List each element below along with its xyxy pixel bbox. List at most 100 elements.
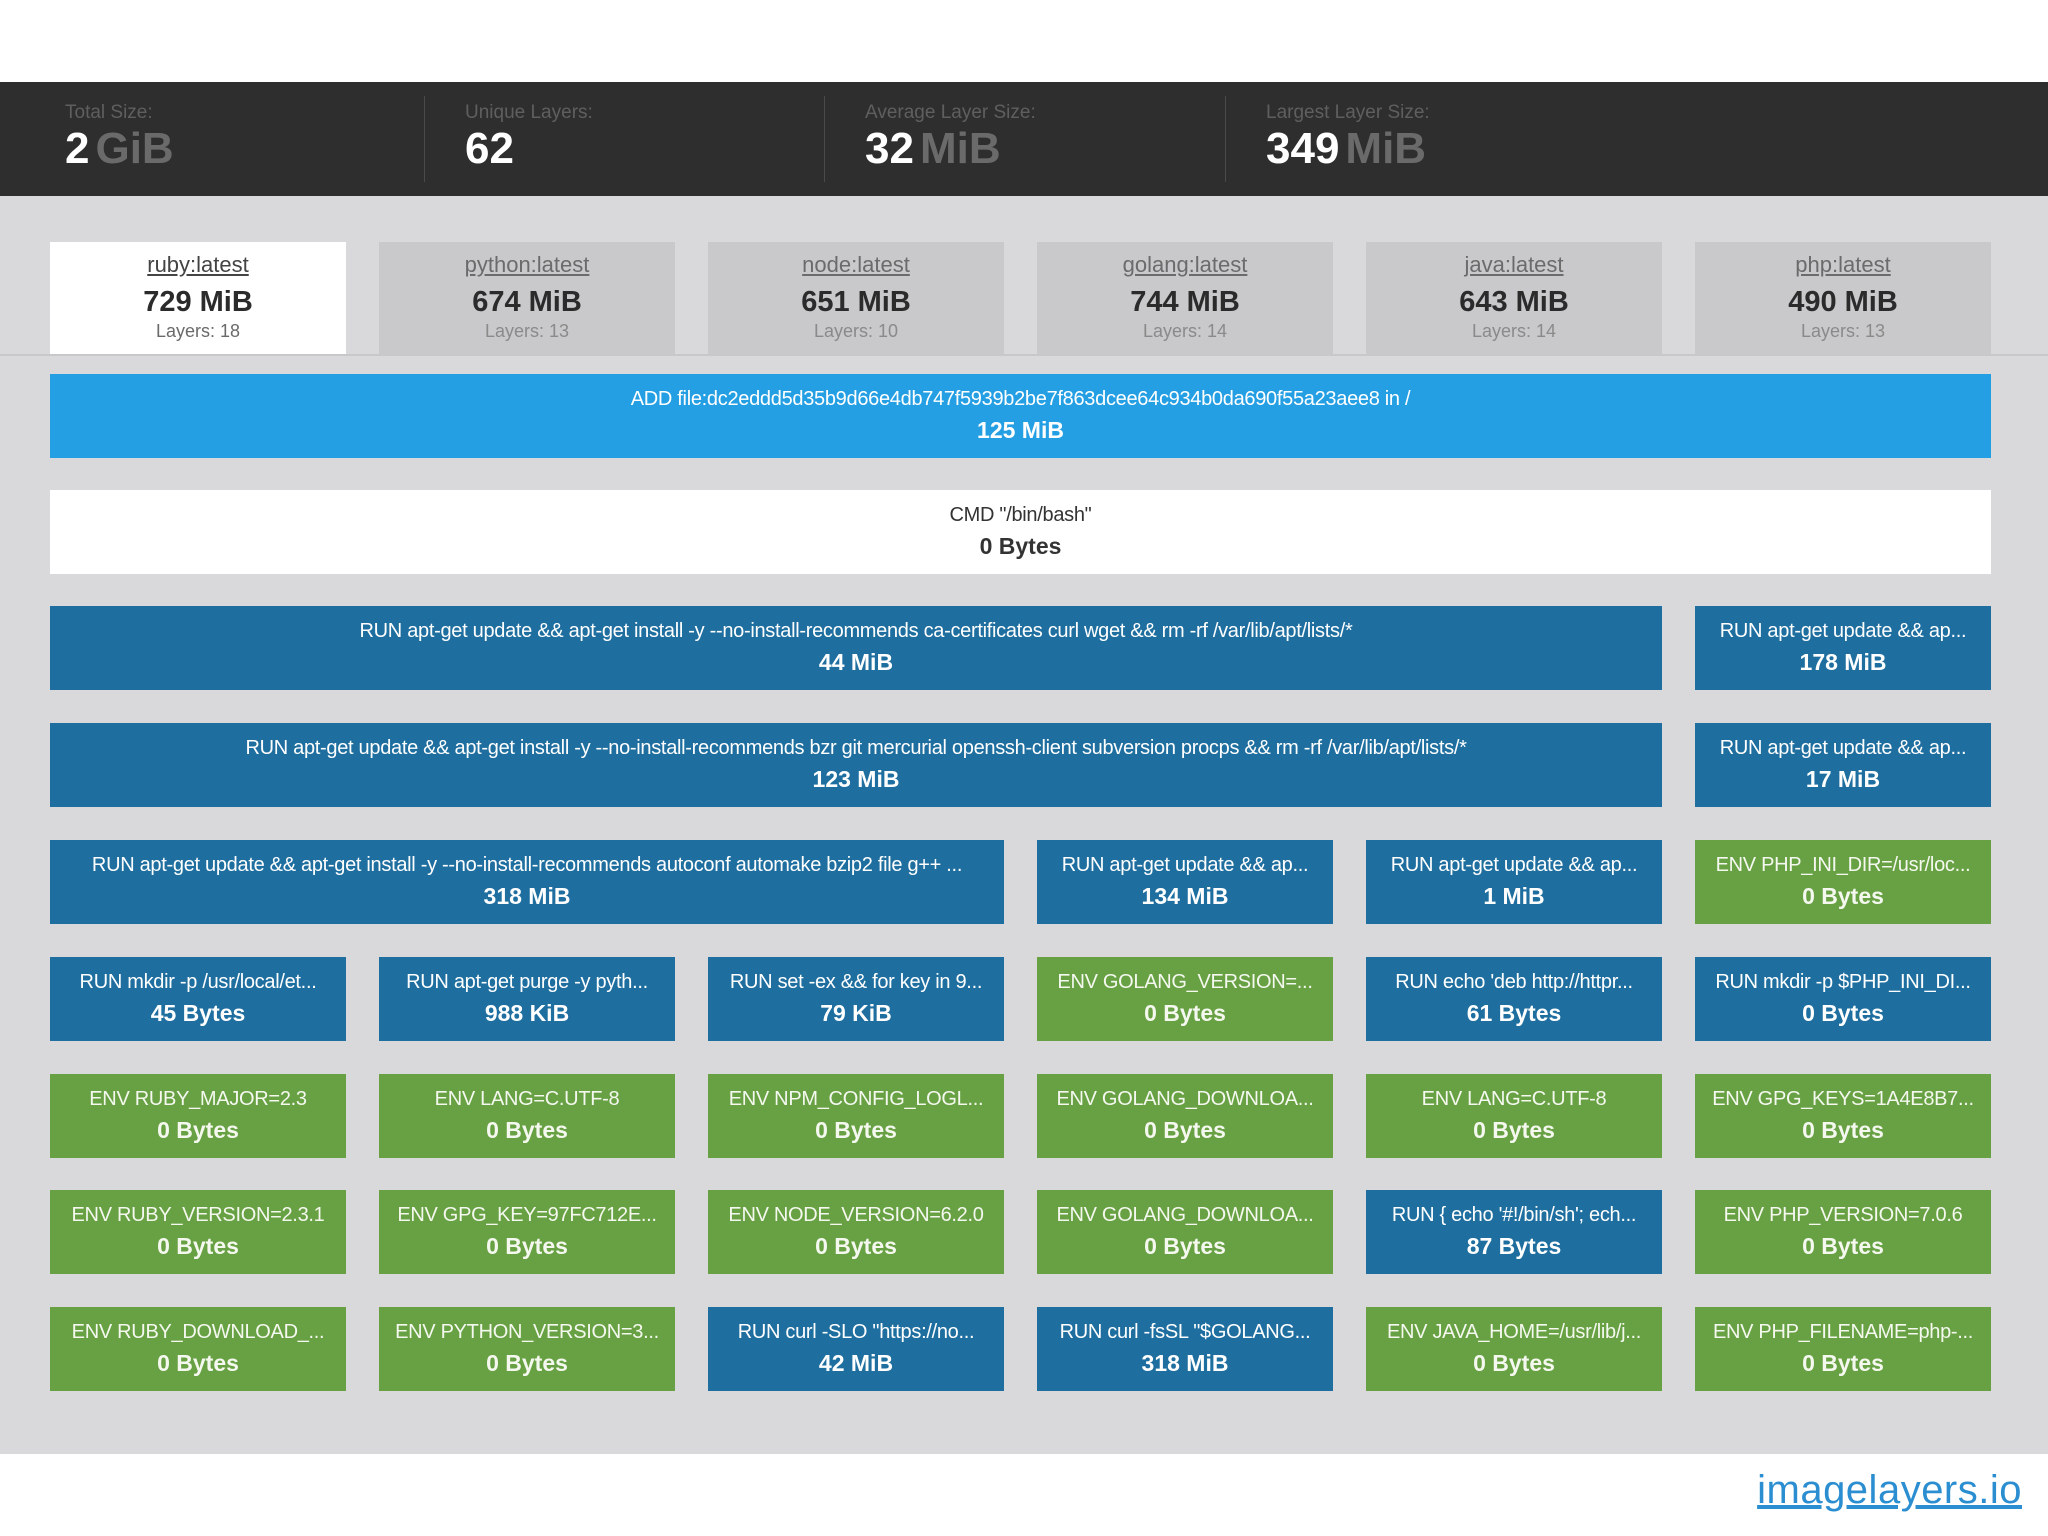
layer-command: ENV PHP_VERSION=7.0.6 <box>1723 1204 1963 1226</box>
layer-block[interactable]: CMD "/bin/bash" 0 Bytes <box>50 490 1991 574</box>
layer-block[interactable]: ENV RUBY_MAJOR=2.3 0 Bytes <box>50 1074 346 1158</box>
layer-size: 0 Bytes <box>1802 883 1884 909</box>
layer-size: 178 MiB <box>1799 649 1887 675</box>
tab-golang[interactable]: golang:latest 744 MiB Layers: 14 <box>1037 242 1333 354</box>
layer-size: 0 Bytes <box>1802 1233 1884 1259</box>
layer-block[interactable]: RUN apt-get update && ap... 17 MiB <box>1695 723 1991 807</box>
layer-command: ENV JAVA_HOME=/usr/lib/j... <box>1386 1321 1641 1343</box>
tab-image-size: 729 MiB <box>143 286 253 318</box>
layer-block[interactable]: ENV NPM_CONFIG_LOGL... 0 Bytes <box>708 1074 1004 1158</box>
layer-block[interactable]: ENV GOLANG_DOWNLOA... 0 Bytes <box>1037 1074 1333 1158</box>
tab-image-name[interactable]: java:latest <box>1464 252 1564 277</box>
stat-value: 62 <box>465 124 514 173</box>
stat-value: 2 GiB <box>65 124 174 173</box>
stat-label: Average Layer Size: <box>865 102 1036 123</box>
stat-value: 32 MiB <box>865 124 1001 173</box>
layer-command: RUN echo 'deb http://httpr... <box>1395 971 1633 993</box>
layers-view: ruby:latest 729 MiB Layers: 18 python:lates… <box>0 196 2048 1454</box>
layer-block[interactable]: RUN set -ex && for key in 9... 79 KiB <box>708 957 1004 1041</box>
layer-size: 318 MiB <box>1141 1350 1229 1376</box>
layer-size: 0 Bytes <box>1802 1117 1884 1143</box>
layer-block[interactable]: ENV PYTHON_VERSION=3... 0 Bytes <box>379 1307 675 1391</box>
tab-layer-count: Layers: 10 <box>813 321 899 341</box>
layer-block[interactable]: ENV PHP_VERSION=7.0.6 0 Bytes <box>1695 1190 1991 1274</box>
tab-image-size: 490 MiB <box>1788 286 1898 318</box>
layer-size: 0 Bytes <box>157 1117 239 1143</box>
layer-block[interactable]: ENV RUBY_VERSION=2.3.1 0 Bytes <box>50 1190 346 1274</box>
layer-block[interactable]: RUN curl -SLO "https://no... 42 MiB <box>708 1307 1004 1391</box>
layer-size: 123 MiB <box>812 766 900 792</box>
divider <box>424 96 425 182</box>
layer-command: RUN curl -fsSL "$GOLANG... <box>1059 1321 1311 1343</box>
layer-command: ENV GOLANG_DOWNLOA... <box>1056 1088 1314 1110</box>
stat-value: 349 MiB <box>1266 124 1427 173</box>
layer-size: 0 Bytes <box>486 1233 568 1259</box>
layer-command: RUN apt-get update && ap... <box>1719 620 1967 642</box>
tab-node[interactable]: node:latest 651 MiB Layers: 10 <box>708 242 1004 354</box>
tab-layer-count: Layers: 13 <box>484 321 570 341</box>
layer-block[interactable]: ENV NODE_VERSION=6.2.0 0 Bytes <box>708 1190 1004 1274</box>
tab-divider <box>0 354 2048 356</box>
tab-layer-count: Layers: 14 <box>1142 321 1228 341</box>
layer-command: ENV LANG=C.UTF-8 <box>434 1088 620 1110</box>
tab-image-name[interactable]: ruby:latest <box>147 252 249 277</box>
layer-block[interactable]: ENV RUBY_DOWNLOAD_... 0 Bytes <box>50 1307 346 1391</box>
layer-size: 134 MiB <box>1141 883 1229 909</box>
layer-command: RUN apt-get update && ap... <box>1061 854 1309 876</box>
layer-size: 79 KiB <box>820 1000 892 1026</box>
layer-size: 45 Bytes <box>150 1000 246 1026</box>
layer-block[interactable]: RUN apt-get update && apt-get install -y… <box>50 606 1662 690</box>
layer-size: 318 MiB <box>483 883 571 909</box>
layer-size: 1 MiB <box>1483 883 1545 909</box>
layer-block[interactable]: RUN curl -fsSL "$GOLANG... 318 MiB <box>1037 1307 1333 1391</box>
layer-size: 0 Bytes <box>486 1117 568 1143</box>
layer-size: 0 Bytes <box>815 1233 897 1259</box>
site-link[interactable]: imagelayers.io <box>1757 1468 2022 1512</box>
layer-block[interactable]: RUN apt-get purge -y pyth... 988 KiB <box>379 957 675 1041</box>
layer-block[interactable]: ENV PHP_FILENAME=php-... 0 Bytes <box>1695 1307 1991 1391</box>
layer-block[interactable]: ENV LANG=C.UTF-8 0 Bytes <box>1366 1074 1662 1158</box>
stat-average-layer-size: Average Layer Size: 32 MiB <box>865 82 1265 196</box>
layer-command: ENV NPM_CONFIG_LOGL... <box>728 1088 984 1110</box>
layer-size: 0 Bytes <box>1144 1000 1226 1026</box>
layer-size: 0 Bytes <box>1802 1000 1884 1026</box>
layer-block[interactable]: RUN { echo '#!/bin/sh'; ech... 87 Bytes <box>1366 1190 1662 1274</box>
layer-block[interactable]: ENV PHP_INI_DIR=/usr/loc... 0 Bytes <box>1695 840 1991 924</box>
layer-command: ENV LANG=C.UTF-8 <box>1421 1088 1607 1110</box>
tab-python[interactable]: python:latest 674 MiB Layers: 13 <box>379 242 675 354</box>
tab-image-size: 643 MiB <box>1459 286 1569 318</box>
layer-block[interactable]: RUN mkdir -p /usr/local/et... 45 Bytes <box>50 957 346 1041</box>
layer-block[interactable]: ENV GPG_KEY=97FC712E... 0 Bytes <box>379 1190 675 1274</box>
layer-block[interactable]: ENV GOLANG_DOWNLOA... 0 Bytes <box>1037 1190 1333 1274</box>
layer-command: ENV RUBY_DOWNLOAD_... <box>71 1321 325 1343</box>
layer-block[interactable]: RUN apt-get update && ap... 134 MiB <box>1037 840 1333 924</box>
layer-size: 125 MiB <box>977 417 1064 443</box>
stat-label: Total Size: <box>65 102 153 123</box>
stat-total-size: Total Size: 2 GiB <box>65 82 465 196</box>
layer-block[interactable]: ADD file:dc2eddd5d35b9d66e4db747f5939b2b… <box>50 374 1991 458</box>
tab-image-name[interactable]: golang:latest <box>1122 252 1248 277</box>
tab-ruby[interactable]: ruby:latest 729 MiB Layers: 18 <box>50 242 346 354</box>
layer-block[interactable]: RUN apt-get update && apt-get install -y… <box>50 723 1662 807</box>
tab-image-name[interactable]: php:latest <box>1795 252 1891 277</box>
layer-block[interactable]: RUN mkdir -p $PHP_INI_DI... 0 Bytes <box>1695 957 1991 1041</box>
layer-block[interactable]: ENV LANG=C.UTF-8 0 Bytes <box>379 1074 675 1158</box>
layer-block[interactable]: RUN echo 'deb http://httpr... 61 Bytes <box>1366 957 1662 1041</box>
layer-block[interactable]: RUN apt-get update && ap... 1 MiB <box>1366 840 1662 924</box>
tab-layer-count: Layers: 14 <box>1471 321 1557 341</box>
stats-bar: Total Size: 2 GiB Unique Layers: 62 Avera… <box>0 82 2048 196</box>
layer-block[interactable]: ENV GOLANG_VERSION=... 0 Bytes <box>1037 957 1333 1041</box>
layer-block[interactable]: RUN apt-get update && apt-get install -y… <box>50 840 1004 924</box>
layer-block[interactable]: ENV GPG_KEYS=1A4E8B7... 0 Bytes <box>1695 1074 1991 1158</box>
tab-image-name[interactable]: node:latest <box>802 252 910 277</box>
layer-command: ENV RUBY_MAJOR=2.3 <box>89 1088 307 1110</box>
layer-block[interactable]: RUN apt-get update && ap... 178 MiB <box>1695 606 1991 690</box>
layer-block[interactable]: ENV JAVA_HOME=/usr/lib/j... 0 Bytes <box>1366 1307 1662 1391</box>
tab-php[interactable]: php:latest 490 MiB Layers: 13 <box>1695 242 1991 354</box>
stat-unique-layers: Unique Layers: 62 <box>465 82 865 196</box>
tab-image-size: 651 MiB <box>801 286 911 318</box>
stat-largest-layer-size: Largest Layer Size: 349 MiB <box>1266 82 1666 196</box>
layer-size: 44 MiB <box>818 649 894 675</box>
tab-java[interactable]: java:latest 643 MiB Layers: 14 <box>1366 242 1662 354</box>
tab-image-name[interactable]: python:latest <box>464 252 590 277</box>
